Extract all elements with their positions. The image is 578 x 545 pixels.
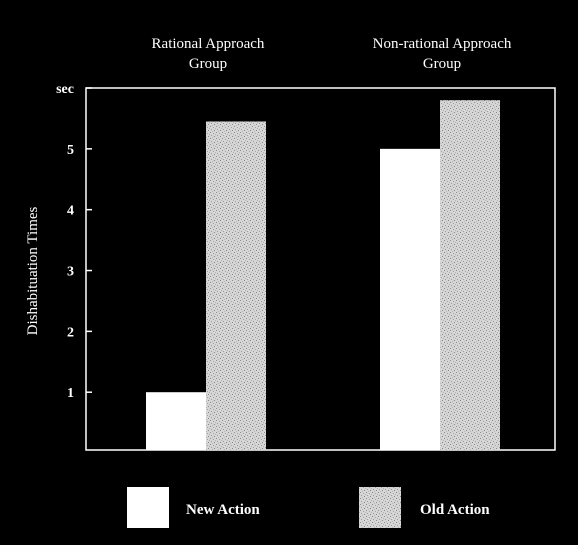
legend-label: New Action [186,502,260,518]
legend-swatch [127,487,169,528]
y-tick-label: sec [56,82,74,97]
group-title-line: Group [423,56,461,72]
plot-area: 1 2 3 4 5 sec Dishabituation Times [25,82,556,451]
legend-swatch [359,487,401,528]
bar-old-action [440,100,500,451]
y-tick-label: 4 [67,204,74,219]
group-title-line: Non-rational Approach [373,36,512,52]
group-title: Non-rational Approach Group [373,36,512,72]
bar-new-action [146,392,206,450]
y-axis-label: Dishabituation Times [25,206,41,335]
bar-old-action [206,121,266,450]
y-tick-label: 1 [67,386,74,401]
legend: New Action Old Action [127,487,490,528]
group-title: Rational Approach Group [152,36,265,72]
y-tick-label: 5 [67,143,74,158]
group-title-line: Rational Approach [152,36,265,52]
bar-new-action [380,148,440,450]
y-tick-label: 2 [67,325,74,340]
legend-label: Old Action [420,502,490,518]
group-title-line: Group [189,56,227,72]
y-tick-label: 3 [67,265,74,280]
